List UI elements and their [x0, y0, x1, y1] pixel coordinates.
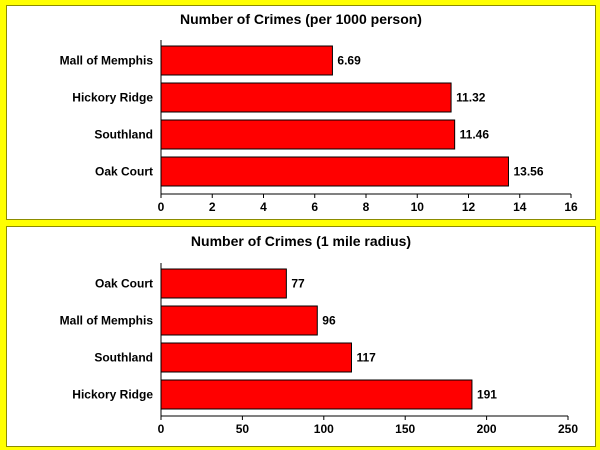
category-label: Oak Court [95, 165, 153, 179]
value-label: 11.32 [456, 91, 486, 105]
chart-title: Number of Crimes (per 1000 person) [180, 11, 422, 27]
value-label: 191 [477, 388, 497, 402]
chart-per-1000-svg: Number of Crimes (per 1000 person) Mall … [60, 11, 578, 214]
value-label: 13.56 [513, 165, 543, 179]
category-label: Southland [94, 351, 153, 365]
x-tick-label: 200 [477, 422, 497, 436]
value-label: 77 [291, 277, 305, 291]
x-tick-label: 150 [395, 422, 415, 436]
value-label: 6.69 [337, 54, 361, 68]
x-tick-label: 50 [236, 422, 250, 436]
x-tick-label: 8 [363, 200, 370, 214]
bar-2 [160, 342, 352, 373]
category-label: Mall of Memphis [60, 54, 154, 68]
x-tick-label: 0 [158, 200, 165, 214]
bar-0 [160, 45, 333, 76]
x-tick-label: 10 [411, 200, 425, 214]
bar-0 [160, 268, 287, 299]
category-label: Southland [94, 128, 153, 142]
bar-1 [160, 305, 318, 336]
category-label: Mall of Memphis [60, 314, 154, 328]
value-label: 96 [322, 314, 336, 328]
x-tick-label: 4 [260, 200, 267, 214]
value-label: 117 [356, 351, 376, 365]
category-label: Hickory Ridge [72, 91, 153, 105]
x-tick-label: 14 [513, 200, 527, 214]
x-tick-label: 0 [158, 422, 165, 436]
x-tick-label: 100 [314, 422, 334, 436]
value-label: 11.46 [460, 128, 490, 142]
bar-3 [160, 156, 509, 187]
category-label: Oak Court [95, 277, 153, 291]
x-tick-label: 6 [311, 200, 318, 214]
x-tick-label: 2 [209, 200, 216, 214]
bar-1 [160, 82, 452, 113]
chart-panel-1-mile: Number of Crimes (1 mile radius) Oak Cou… [6, 226, 596, 447]
category-label: Hickory Ridge [72, 388, 153, 402]
x-tick-label: 12 [462, 200, 476, 214]
bar-3 [160, 379, 473, 410]
chart-panel-per-1000: Number of Crimes (per 1000 person) Mall … [6, 5, 596, 220]
x-tick-label: 16 [564, 200, 578, 214]
bar-2 [160, 119, 456, 150]
x-tick-label: 250 [558, 422, 578, 436]
chart-1-mile-svg: Number of Crimes (1 mile radius) Oak Cou… [60, 233, 579, 436]
chart-title: Number of Crimes (1 mile radius) [191, 233, 411, 249]
